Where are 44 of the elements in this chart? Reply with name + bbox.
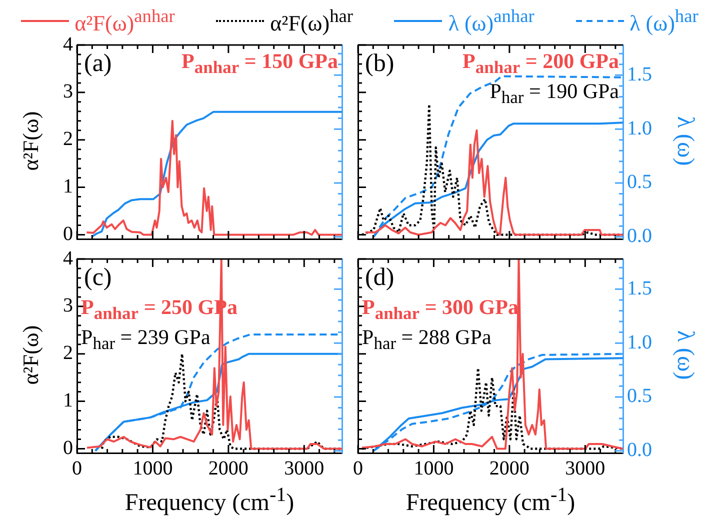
- y2-axis-title: λ (ω): [672, 330, 698, 380]
- y2-tick-label: 1.5: [627, 63, 652, 86]
- y-tick-label: 2: [63, 342, 73, 364]
- y2-tick-label: 0.0: [627, 439, 652, 462]
- annotation: (b): [365, 50, 394, 77]
- annotation: P$_{anhar}$ = 200 GPa: [462, 49, 619, 78]
- y-tick-label: 4: [63, 247, 73, 270]
- x-tick-label: 1000: [132, 457, 173, 480]
- y2-tick-label: 0.0: [627, 225, 652, 248]
- y-tick-label: 4: [63, 33, 73, 56]
- annotation: P$_{anhar}$ = 150 GPa: [182, 49, 338, 78]
- x-tick-label: 2000: [489, 457, 530, 480]
- x-tick-label: 3000: [284, 457, 324, 480]
- annotation: P$_{har}$ = 239 GPa: [81, 325, 210, 354]
- y2-axis-title: λ (ω): [672, 116, 698, 166]
- y2-tick-label: 1.5: [627, 277, 652, 300]
- y-tick-label: 3: [63, 80, 73, 103]
- y-tick-label: 0: [63, 436, 73, 459]
- annotation: (a): [84, 50, 112, 77]
- legend-label: λ (ω)$^{anhar}$: [448, 6, 534, 36]
- y-tick-label: 1: [63, 390, 73, 412]
- legend-label: λ (ω)$^{har}$: [630, 6, 698, 36]
- x-tick-label: 3000: [565, 457, 606, 480]
- legend-label: α²F(ω)$^{har}$: [270, 6, 354, 36]
- y-axis-title: α²F(ω): [18, 325, 43, 385]
- y-tick-label: 0: [63, 222, 73, 245]
- annotation: P$_{har}$ = 288 GPa: [362, 325, 492, 354]
- x-tick-label: 1000: [414, 457, 454, 480]
- x-axis-title: Frequency (cm$^{-1}$): [406, 484, 576, 516]
- y2-tick-label: 1.0: [627, 331, 652, 354]
- x-axis-title: Frequency (cm$^{-1}$): [124, 484, 294, 516]
- y2-tick-label: 0.5: [627, 171, 652, 194]
- annotation: P$_{har}$ = 190 GPa: [490, 79, 619, 108]
- y-tick-label: 3: [63, 294, 73, 317]
- annotation: (d): [365, 264, 394, 291]
- y2-tick-label: 0.5: [627, 385, 652, 408]
- y-axis-title: α²F(ω): [18, 111, 43, 171]
- annotation: (c): [84, 264, 112, 291]
- y-tick-label: 2: [63, 128, 73, 150]
- y-tick-label: 1: [63, 176, 73, 198]
- legend-label: α²F(ω)$^{anhar}$: [74, 6, 175, 36]
- x-tick-label: 2000: [208, 457, 248, 480]
- y2-tick-label: 1.0: [627, 117, 652, 140]
- x-tick-label: 0: [353, 457, 363, 480]
